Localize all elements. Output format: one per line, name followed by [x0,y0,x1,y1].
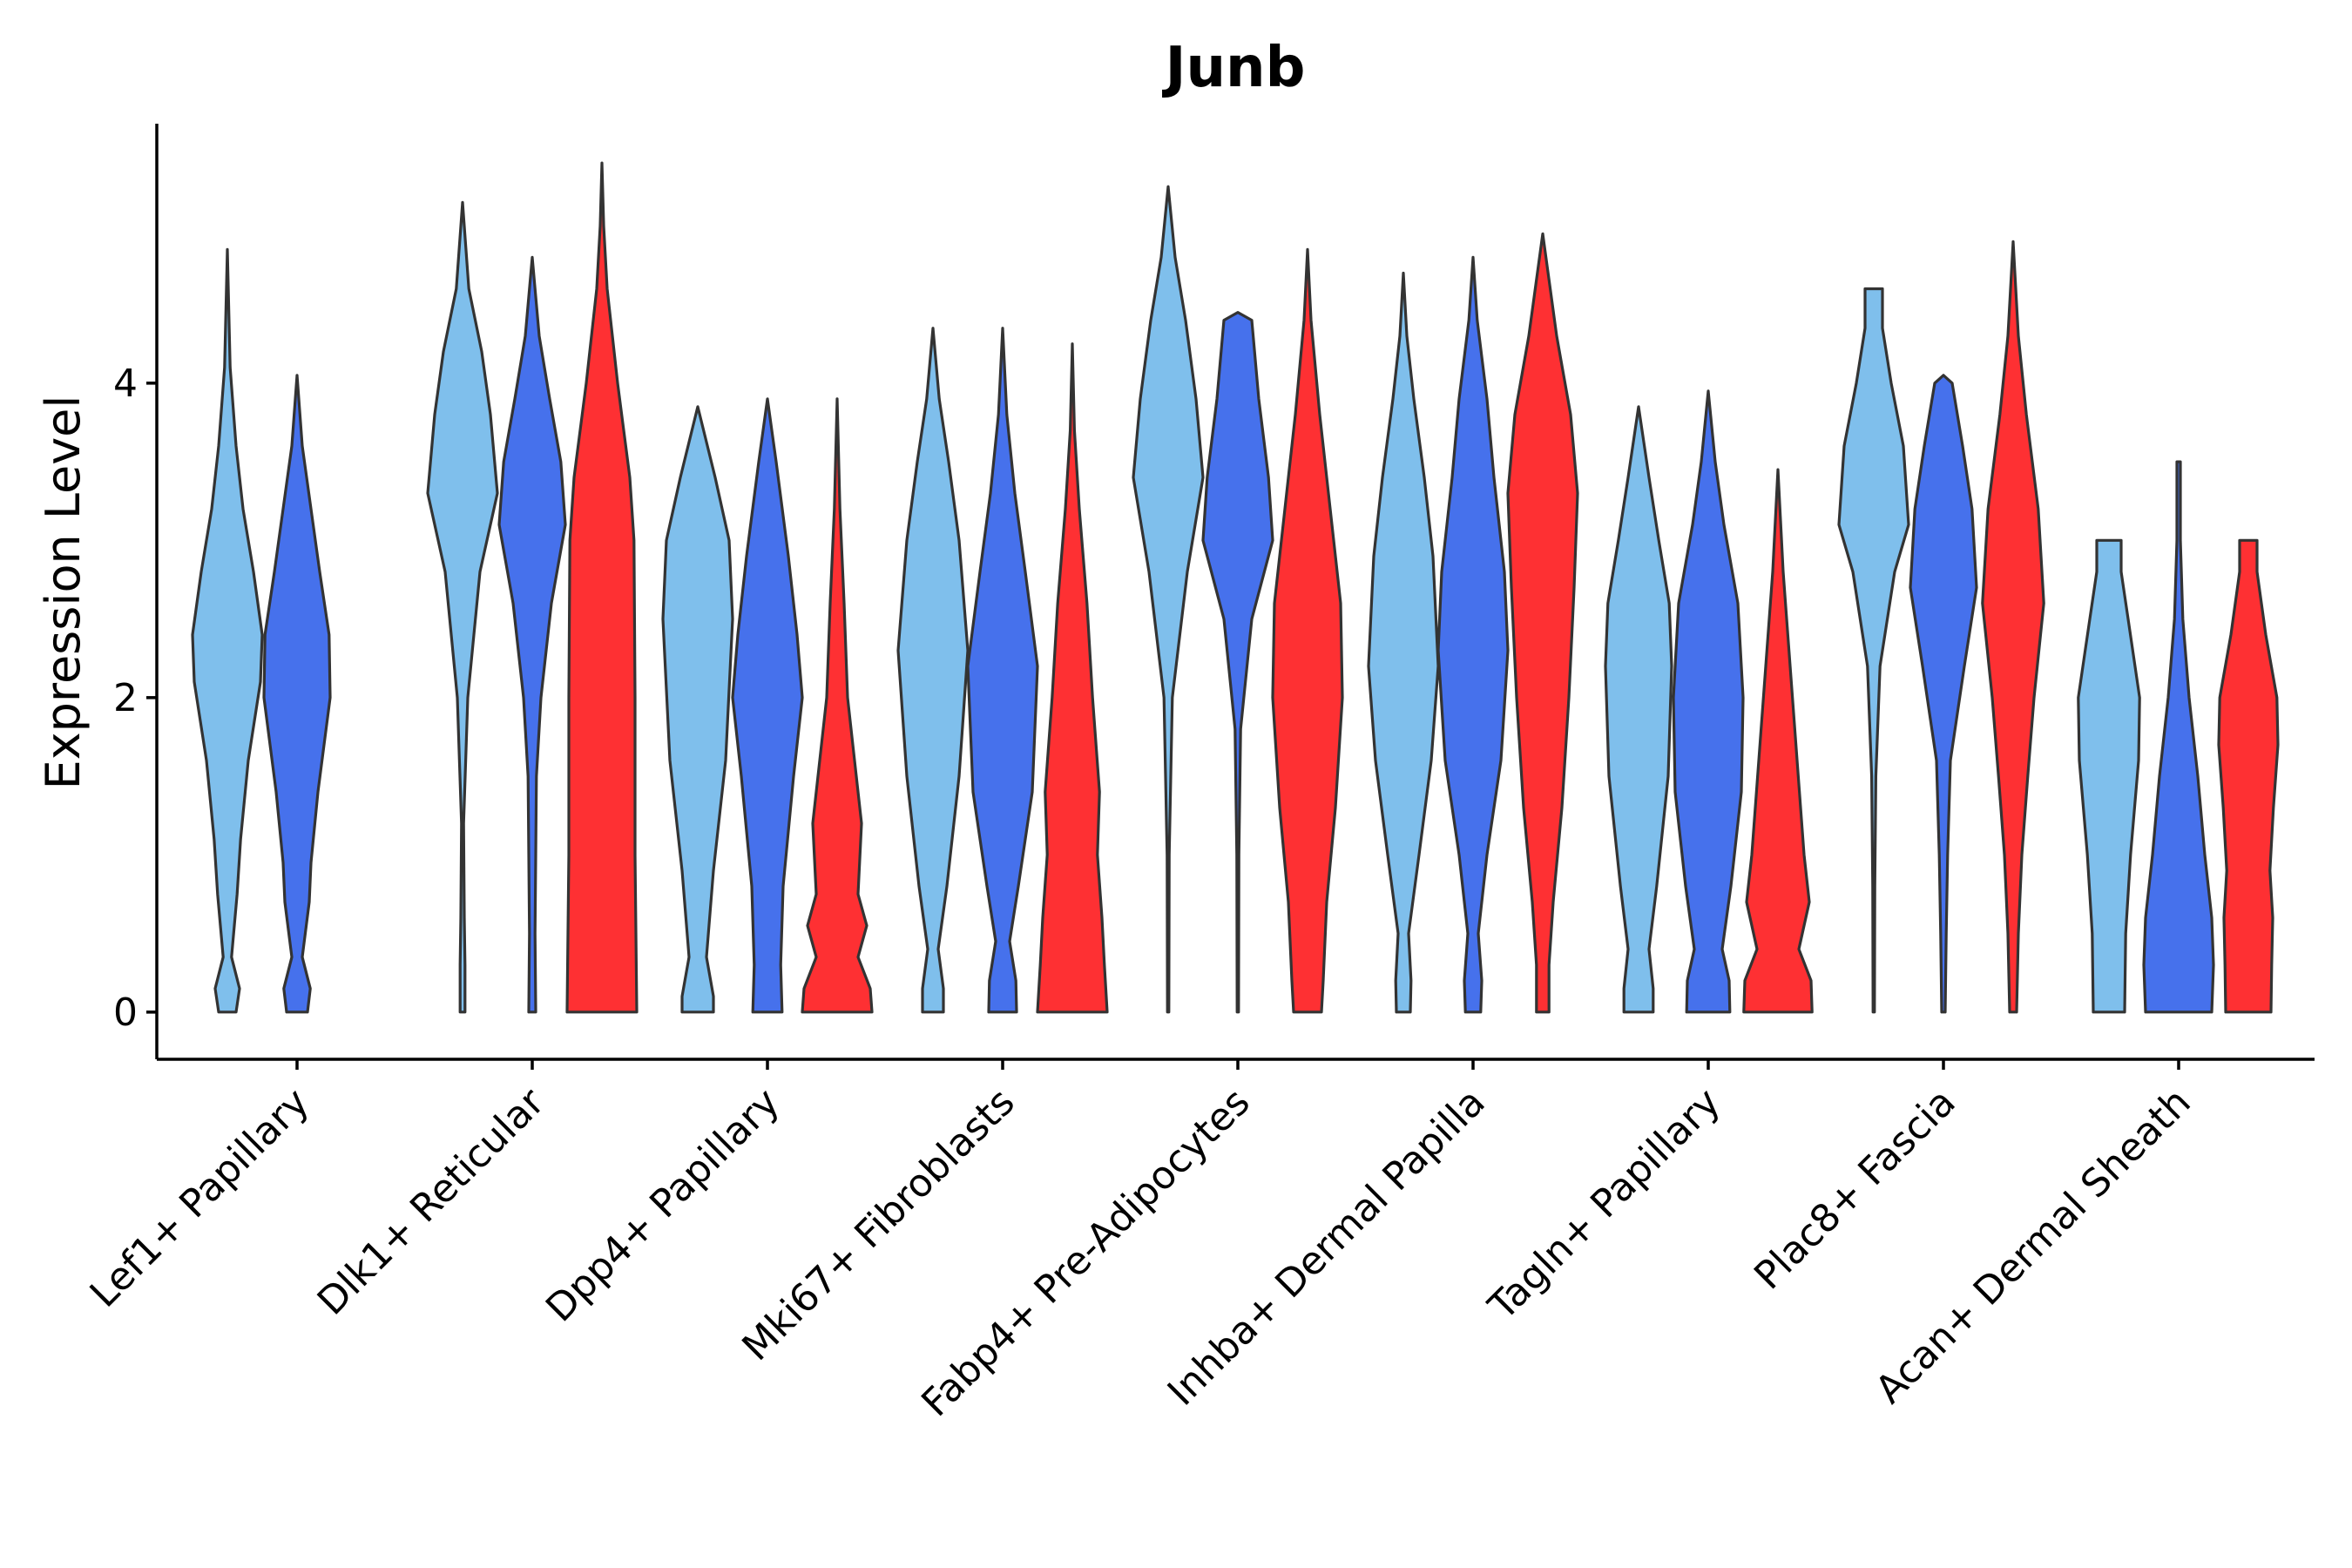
violin-1-1 [191,247,264,1014]
chart-title: Junb [1162,36,1306,100]
violin-3-3 [801,397,874,1014]
violin-5-3 [1271,247,1344,1014]
violin-4-3 [1036,342,1109,1014]
y-tick-label: 2 [113,676,138,720]
violin-8-1 [1837,287,1910,1014]
violin-6-1 [1367,271,1440,1014]
y-tick-label: 0 [113,990,138,1035]
violin-4-1 [896,327,970,1014]
violin-5-1 [1132,185,1205,1014]
violin-7-3 [1742,468,1814,1014]
violin-7-2 [1672,389,1745,1014]
violin-9-2 [2142,460,2215,1014]
violin-layer [191,161,2280,1014]
y-axis-label: Expression Level [36,395,91,790]
violin-9-3 [2217,538,2280,1014]
violin-6-3 [1506,232,1579,1014]
violin-3-2 [731,397,804,1014]
violin-5-2 [1201,311,1274,1014]
violin-3-1 [661,405,734,1014]
violin-4-2 [966,327,1039,1014]
violin-8-2 [1909,374,1978,1014]
violin-2-3 [565,161,639,1014]
y-axis-ticks: 0 2 4 [113,362,157,1035]
violin-2-2 [497,255,567,1014]
y-tick-label: 4 [113,362,138,406]
violin-9-1 [2077,538,2141,1014]
violin-6-2 [1436,255,1510,1014]
violin-1-2 [262,374,332,1014]
violin-7-1 [1604,405,1673,1014]
violin-2-1 [426,200,499,1014]
violin-8-3 [1981,240,2045,1014]
